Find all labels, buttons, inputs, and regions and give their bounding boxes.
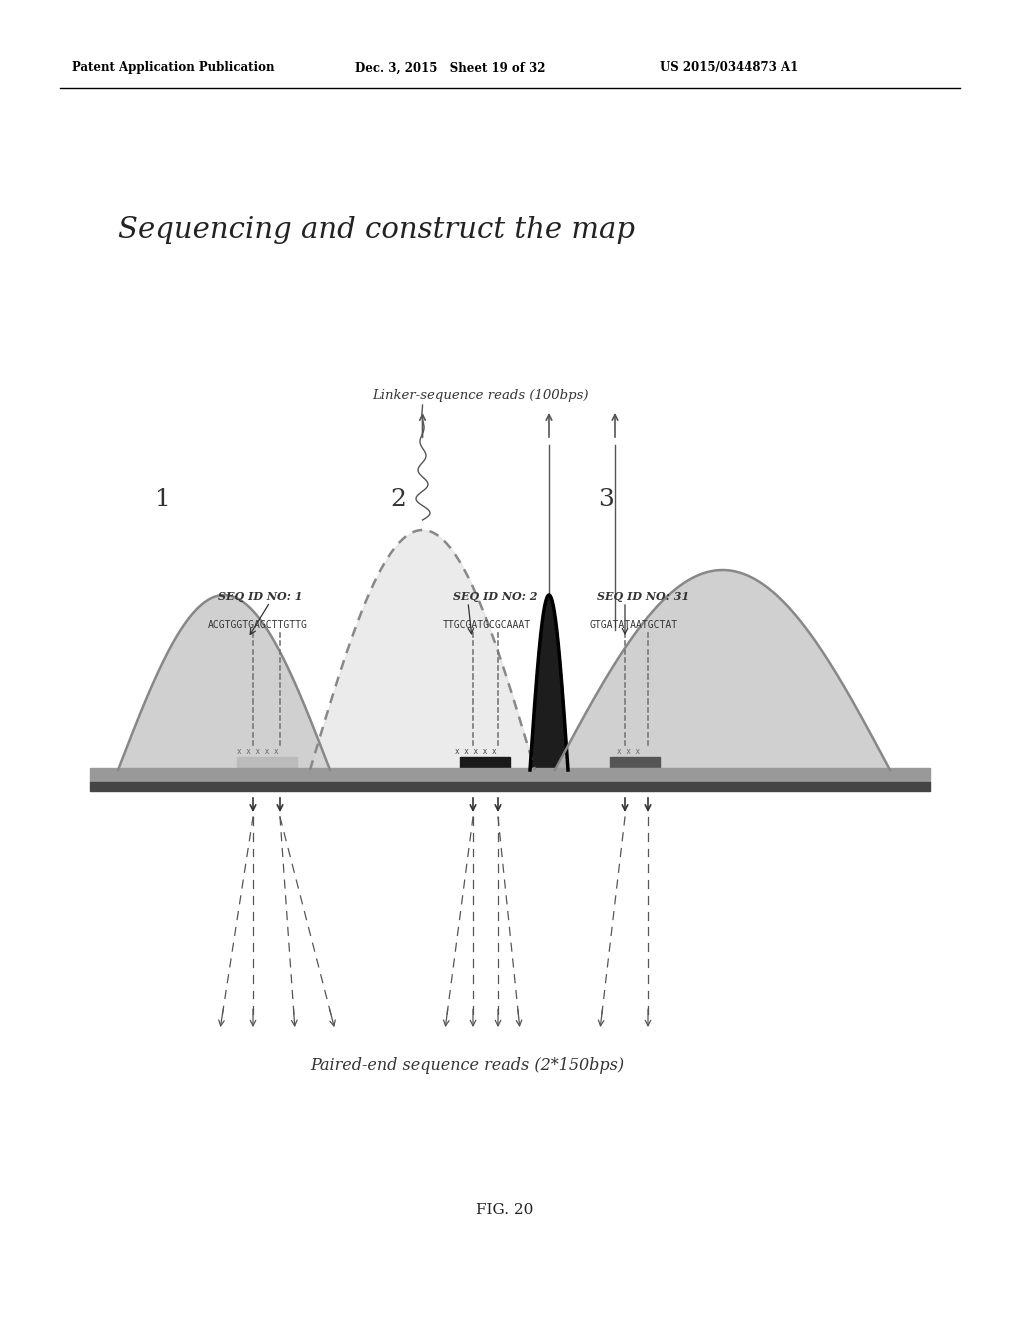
- Text: GTGATATAATGCTAT: GTGATATAATGCTAT: [589, 620, 677, 630]
- Text: x x x x x: x x x x x: [237, 747, 279, 756]
- Text: Paired-end sequence reads (2*150bps): Paired-end sequence reads (2*150bps): [310, 1056, 624, 1073]
- Text: SEQ ID NO: 2: SEQ ID NO: 2: [453, 591, 538, 602]
- Text: Linker-sequence reads (100bps): Linker-sequence reads (100bps): [372, 388, 588, 401]
- Text: TTGCGATGCGCAAAT: TTGCGATGCGCAAAT: [443, 620, 531, 630]
- Text: ACGTGGTGAGCTTGTTG: ACGTGGTGAGCTTGTTG: [208, 620, 308, 630]
- Text: US 2015/0344873 A1: US 2015/0344873 A1: [660, 62, 799, 74]
- Text: 1: 1: [155, 488, 171, 511]
- Bar: [90, 768, 930, 781]
- Text: x x x: x x x: [617, 747, 640, 756]
- Text: Dec. 3, 2015   Sheet 19 of 32: Dec. 3, 2015 Sheet 19 of 32: [355, 62, 546, 74]
- Bar: [90, 781, 930, 791]
- Bar: [610, 756, 660, 770]
- Text: SEQ ID NO: 1: SEQ ID NO: 1: [218, 591, 302, 602]
- Text: Sequencing and construct the map: Sequencing and construct the map: [118, 216, 635, 244]
- Text: FIG. 20: FIG. 20: [476, 1203, 534, 1217]
- Text: 2: 2: [390, 488, 406, 511]
- Text: x x x x x: x x x x x: [455, 747, 497, 756]
- Text: 3: 3: [598, 488, 613, 511]
- Text: Patent Application Publication: Patent Application Publication: [72, 62, 274, 74]
- Bar: [460, 756, 510, 770]
- Bar: [237, 756, 297, 770]
- Text: SEQ ID NO: 31: SEQ ID NO: 31: [597, 591, 689, 602]
